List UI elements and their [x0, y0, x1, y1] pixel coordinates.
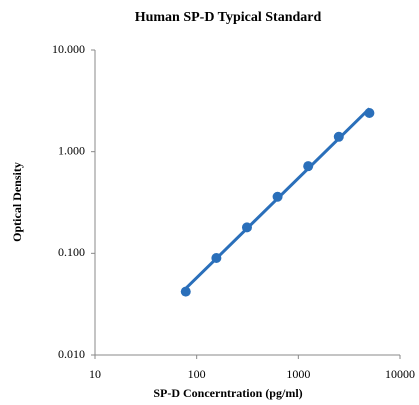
point — [333, 131, 344, 142]
point — [364, 108, 375, 119]
point — [303, 161, 314, 172]
y-tick-label: 0.100 — [58, 245, 85, 259]
x-tick-label: 100 — [188, 367, 206, 381]
y-tick-label: 0.010 — [58, 347, 85, 361]
y-tick-label: 1.000 — [58, 143, 85, 157]
x-tick-label: 10000 — [385, 367, 415, 381]
x-tick-label: 1000 — [286, 367, 310, 381]
x-axis-label: SP-D Concerntration (pg/ml) — [153, 386, 302, 400]
point — [211, 252, 222, 263]
y-tick-label: 10.000 — [52, 42, 85, 56]
point — [272, 191, 283, 202]
chart-title: Human SP-D Typical Standard — [135, 10, 322, 25]
y-axis-label: Optical Density — [10, 162, 24, 242]
point — [180, 286, 191, 297]
x-tick-label: 10 — [89, 367, 101, 381]
point — [241, 222, 252, 233]
